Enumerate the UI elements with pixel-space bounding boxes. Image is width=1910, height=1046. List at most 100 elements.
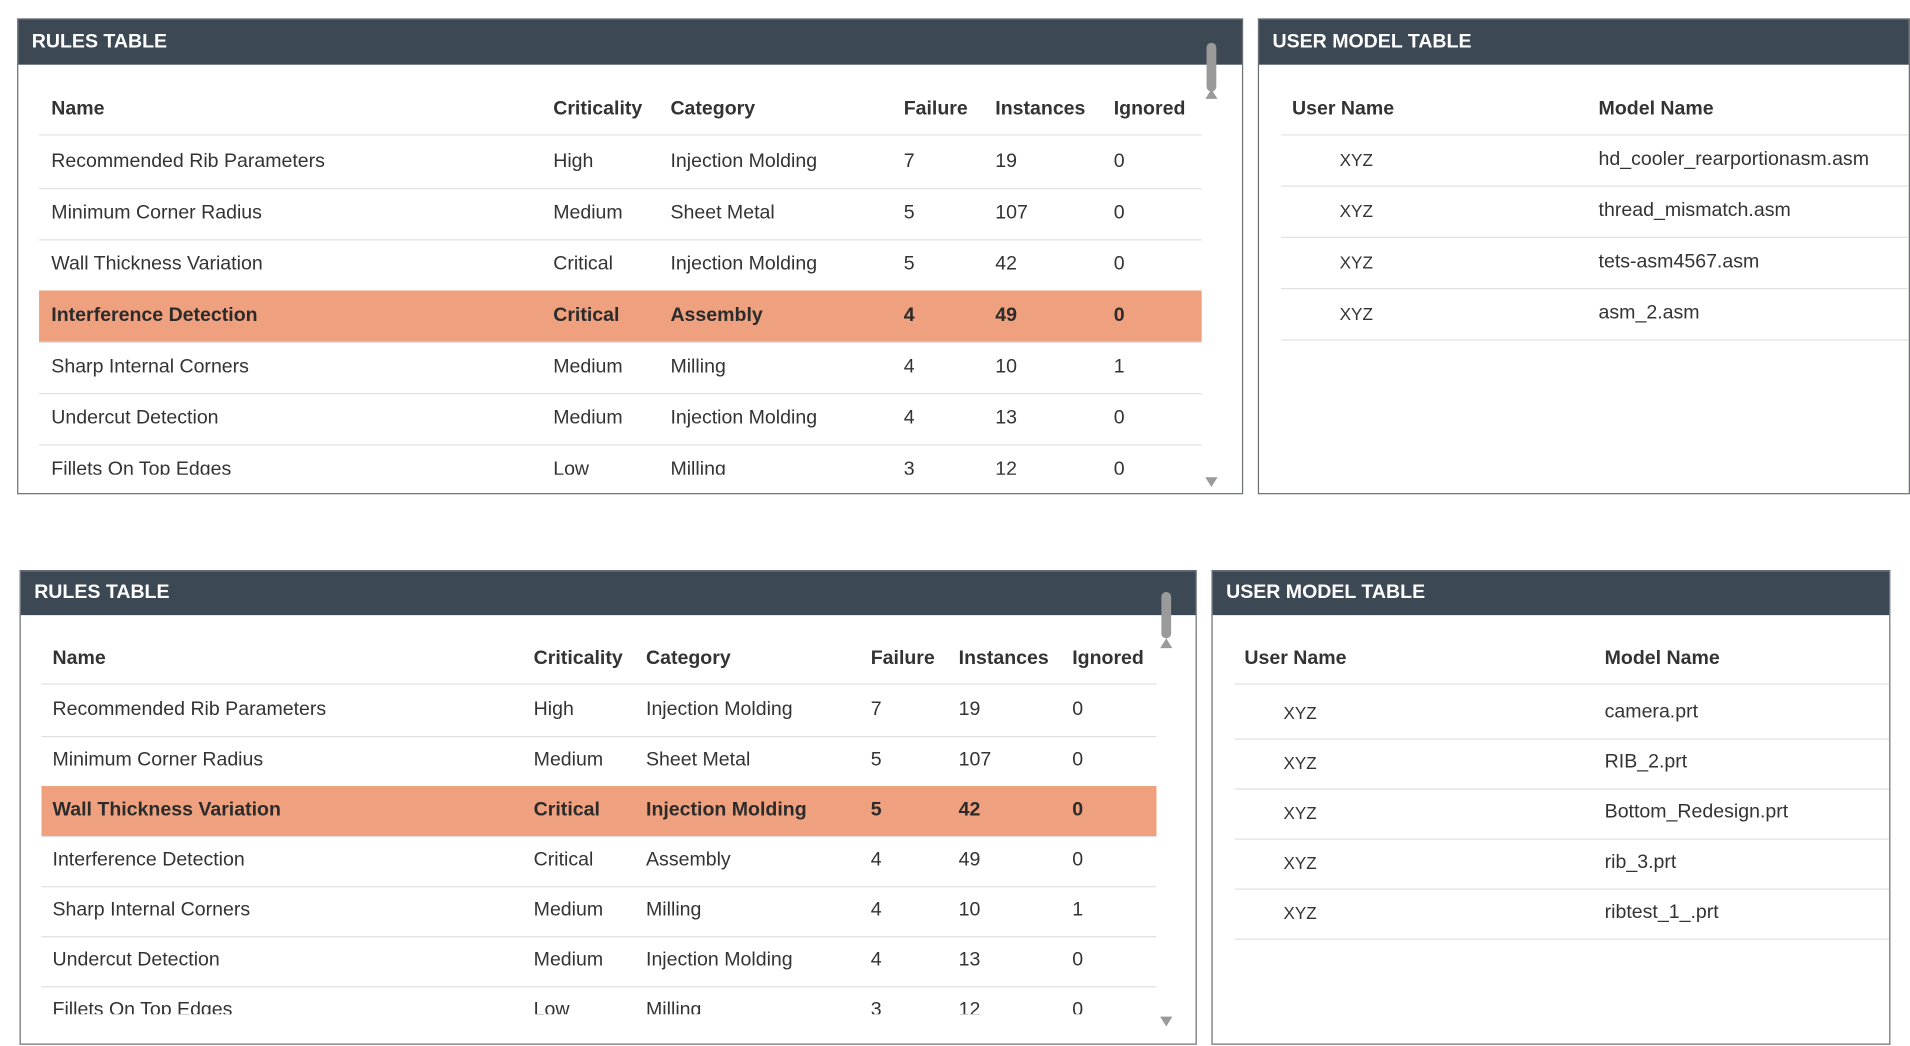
row-separator: [1234, 787, 1890, 790]
scroll-thumb[interactable]: [1161, 591, 1172, 639]
table-cell: 0: [1072, 749, 1084, 771]
table-cell: ribtest_1_.prt: [1604, 901, 1719, 923]
table-cell: Undercut Detection: [51, 407, 219, 429]
table-cell: XYZ: [1283, 703, 1317, 723]
table-row[interactable]: [1235, 888, 1890, 938]
table-cell: Sharp Internal Corners: [51, 356, 249, 378]
scroll-up[interactable]: [1160, 638, 1173, 649]
table-cell: asm_2.asm: [1598, 302, 1700, 324]
table-body: Recommended Rib Parameters High Injection …: [18, 134, 1242, 475]
table-cell: 13: [958, 949, 981, 971]
table-cell: Milling: [670, 458, 726, 475]
table-panel: RULES TABLE Name Criticality Category Failur…: [19, 569, 1197, 1045]
table-cell: 49: [958, 849, 981, 871]
scrollbar[interactable]: [1205, 42, 1218, 487]
table-cell: Medium: [553, 202, 623, 224]
table-cell: 0: [1072, 799, 1084, 821]
table-row[interactable]: [1235, 838, 1890, 888]
row-separator: [41, 735, 1157, 737]
column-header: Model Name: [1604, 648, 1720, 669]
column-header: Failure: [870, 648, 935, 669]
row-separator: [1234, 837, 1890, 840]
table-cell: Interference Detection: [52, 849, 245, 871]
column-header: Ignored: [1072, 648, 1144, 669]
table-row[interactable]: [1235, 788, 1890, 838]
table-cell: Bottom_Redesign.prt: [1604, 801, 1789, 823]
table-cell: Medium: [533, 749, 604, 771]
table-cell: Injection Molding: [670, 151, 818, 173]
table-cell: 0: [1113, 151, 1125, 173]
table-cell: 0: [1072, 699, 1084, 721]
table-cell: 0: [1113, 305, 1125, 326]
table-cell: 4: [870, 949, 882, 971]
table-cell: Critical: [553, 305, 620, 326]
table-cell: Wall Thickness Variation: [52, 799, 281, 821]
column-header: Criticality: [553, 98, 643, 120]
column-header: Criticality: [533, 648, 623, 669]
table-cell: Low: [533, 999, 570, 1015]
table-panel: RULES TABLE Name Criticality Category Failur…: [17, 18, 1244, 495]
table-cell: 42: [995, 253, 1018, 275]
scroll-thumb[interactable]: [1206, 42, 1217, 92]
table-cell: 5: [903, 253, 915, 275]
row-separator: [1281, 288, 1909, 290]
table-cell: 1: [1113, 356, 1125, 378]
column-header: Instances: [958, 648, 1049, 669]
table-row[interactable]: [1281, 186, 1909, 237]
row-separator: [41, 682, 1157, 685]
table-cell: Milling: [646, 899, 702, 921]
table-cell: Interference Detection: [51, 305, 258, 326]
table-cell: Critical: [533, 849, 594, 871]
table-cell: Minimum Corner Radius: [51, 202, 262, 224]
table-cell: 7: [870, 699, 882, 721]
table-cell: XYZ: [1339, 303, 1373, 324]
table-cell: 0: [1113, 407, 1125, 429]
table-cell: Undercut Detection: [52, 949, 220, 971]
table-cell: Wall Thickness Variation: [51, 253, 263, 275]
table-cell: Fillets On Top Edges: [52, 999, 233, 1015]
panel-title: RULES TABLE: [20, 571, 1196, 616]
table-row[interactable]: [39, 290, 1202, 342]
row-separator: [1234, 737, 1890, 740]
table-cell: XYZ: [1283, 803, 1317, 823]
row-separator: [41, 935, 1157, 937]
table-cell: High: [553, 151, 594, 173]
row-separator: [39, 444, 1202, 446]
scroll-down[interactable]: [1205, 477, 1218, 487]
table-cell: Sheet Metal: [646, 749, 751, 771]
table-cell: tets-asm4567.asm: [1598, 251, 1760, 273]
table-row[interactable]: [41, 785, 1157, 836]
row-separator: [1234, 887, 1890, 890]
table-cell: 13: [995, 407, 1018, 429]
table-row[interactable]: [1281, 237, 1909, 288]
column-header: Name: [51, 98, 105, 120]
table-body: XYZ hd_cooler_rearportionasm.asm XYZ thread…: [1259, 134, 1909, 475]
scroll-down[interactable]: [1160, 1016, 1173, 1027]
table-cell: 0: [1072, 949, 1084, 971]
table-cell: XYZ: [1283, 903, 1317, 923]
table-cell: 10: [958, 899, 981, 921]
table-cell: High: [533, 699, 574, 721]
table-cell: 0: [1072, 849, 1084, 871]
table-cell: Milling: [670, 356, 726, 378]
table-panel: USER MODEL TABLE User Name Model Name XYZ hd…: [1257, 18, 1910, 495]
table-cell: Assembly: [646, 849, 731, 871]
table-cell: thread_mismatch.asm: [1598, 200, 1791, 221]
row-separator: [1234, 682, 1890, 685]
table-row[interactable]: [1235, 738, 1890, 788]
table-row[interactable]: [1281, 288, 1909, 339]
table-cell: Fillets On Top Edges: [51, 458, 232, 475]
table-cell: RIB_2.prt: [1604, 751, 1688, 773]
table-cell: 12: [958, 999, 981, 1015]
row-separator: [1281, 134, 1909, 136]
table-row[interactable]: [1235, 688, 1890, 738]
table-cell: 107: [958, 749, 992, 771]
table-cell: 3: [903, 458, 915, 475]
scroll-up[interactable]: [1205, 89, 1218, 99]
table-cell: Assembly: [670, 305, 763, 326]
table-cell: 4: [903, 305, 915, 326]
table-body: XYZ camera.prt XYZ RIB_2.prt XYZ Bottom_Redes…: [1213, 682, 1890, 1014]
table-cell: Low: [553, 458, 590, 475]
row-separator: [1234, 937, 1890, 940]
scrollbar[interactable]: [1160, 591, 1173, 1027]
